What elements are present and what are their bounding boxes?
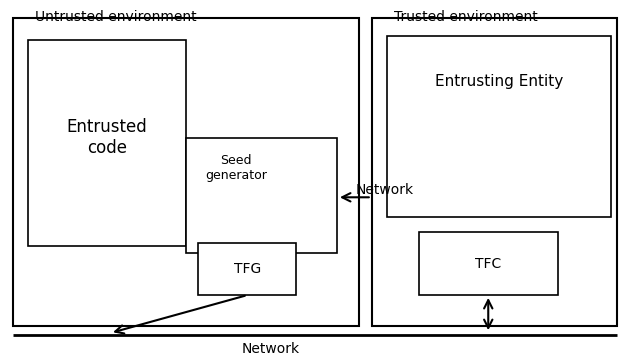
- Bar: [186, 138, 337, 253]
- Text: Trusted environment: Trusted environment: [394, 9, 537, 24]
- Bar: [28, 40, 186, 246]
- Text: Network: Network: [356, 183, 414, 197]
- Bar: [372, 18, 617, 326]
- Text: Entrusted
code: Entrusted code: [67, 118, 147, 157]
- Text: Entrusting Entity: Entrusting Entity: [435, 74, 564, 89]
- Text: Network: Network: [242, 342, 300, 356]
- Text: TFG: TFG: [234, 262, 261, 275]
- Bar: [13, 18, 359, 326]
- Text: TFC: TFC: [475, 257, 501, 270]
- Text: Seed
generator: Seed generator: [205, 154, 267, 182]
- Bar: [419, 232, 558, 295]
- Text: Untrusted environment: Untrusted environment: [35, 9, 197, 24]
- Bar: [198, 243, 296, 295]
- Bar: [387, 36, 611, 217]
